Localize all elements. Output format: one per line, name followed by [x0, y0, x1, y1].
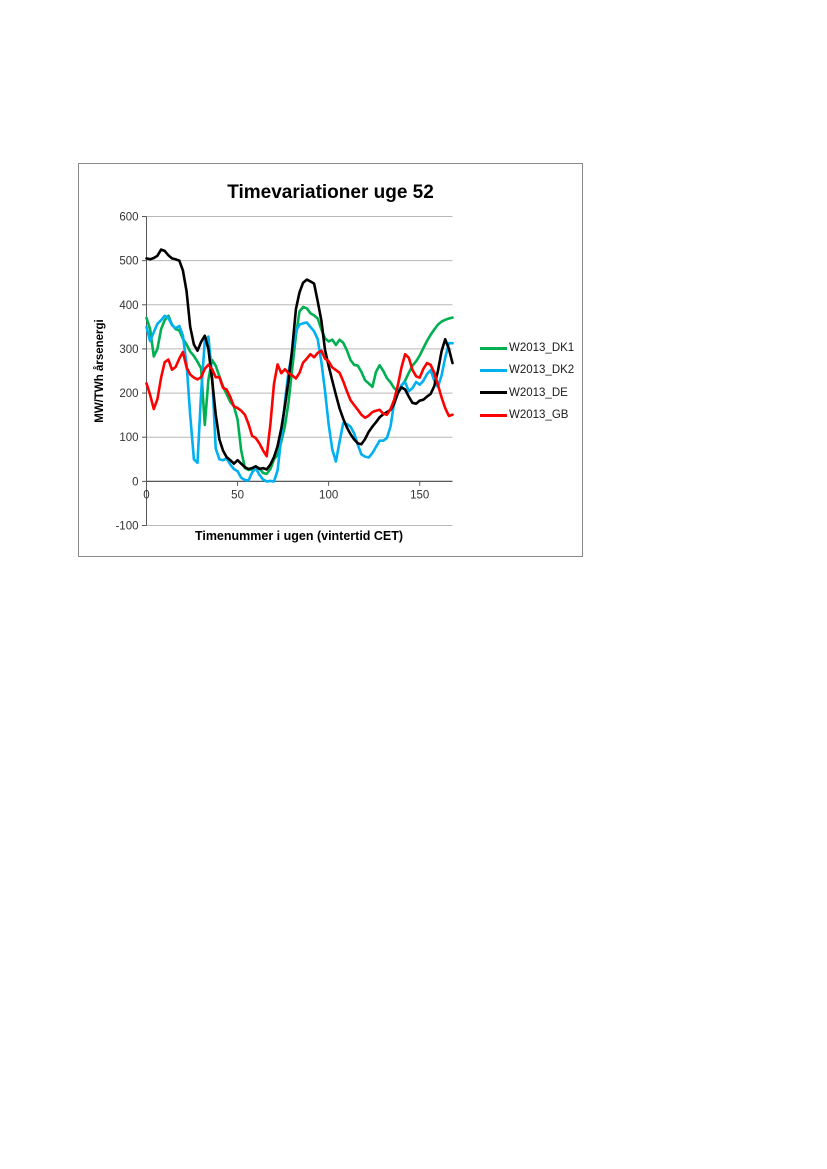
y-tick-label: 600 — [119, 212, 138, 224]
chart-plot: 600 500 400 300 200 100 0 -100 0 50 100 150 — [115, 212, 454, 533]
chart-title: Timevariationer uge 52 — [227, 182, 434, 203]
series-line-W2013_DK2 — [145, 314, 454, 483]
y-tick-label: 200 — [119, 388, 138, 400]
y-axis-title: MW/TWh årsenergi — [94, 319, 106, 423]
x-axis-title: Timenummer i ugen (vintertid CET) — [194, 529, 404, 543]
y-tick-label: 0 — [132, 476, 138, 488]
x-tick-label: 50 — [231, 489, 244, 501]
chart-container: 600 500 400 300 200 100 0 -100 0 50 100 150 Timevar… — [78, 163, 583, 557]
series-line-W2013_DE — [145, 248, 454, 471]
y-tick-label: 100 — [119, 432, 138, 444]
series-line-W2013_GB — [145, 349, 454, 458]
y-tick-label: 300 — [119, 344, 138, 356]
y-tick-label: 400 — [119, 300, 138, 312]
x-tick-label: 0 — [143, 489, 149, 501]
y-tick-label: 500 — [119, 256, 138, 268]
x-tick-label: 150 — [410, 489, 429, 501]
x-tick-label: 100 — [319, 489, 338, 501]
y-tick-label: -100 — [115, 521, 138, 533]
